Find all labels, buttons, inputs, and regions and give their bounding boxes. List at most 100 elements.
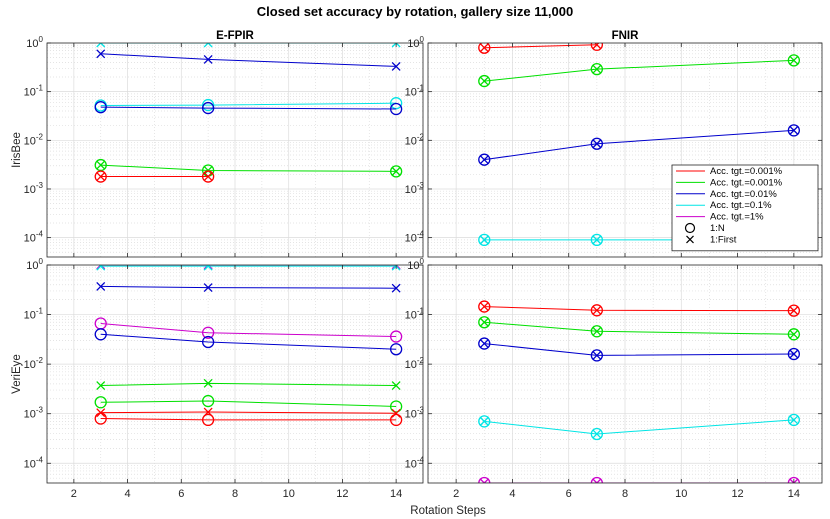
data-point-circle <box>94 412 107 425</box>
data-point-cross <box>96 172 106 182</box>
data-point-cross <box>479 155 489 165</box>
data-point-circle <box>478 300 491 313</box>
legend: Acc. tgt.=0.001%Acc. tgt.=0.001%Acc. tgt… <box>671 164 819 252</box>
data-point-cross <box>592 43 602 50</box>
series-line <box>100 400 397 407</box>
data-point-cross <box>203 54 213 64</box>
data-point-cross <box>592 429 602 439</box>
data-point-cross <box>592 64 602 74</box>
y-tick-label: 10-2 <box>24 356 44 371</box>
data-point-circle <box>389 343 403 356</box>
row-label: IrisBee <box>11 132 23 168</box>
data-point-cross <box>789 55 799 65</box>
data-point-circle <box>201 413 215 427</box>
data-point-cross <box>96 43 106 48</box>
x-tick-label: 4 <box>125 488 131 500</box>
data-point-circle <box>590 137 604 150</box>
x-axis-label: Rotation Steps <box>410 505 486 517</box>
data-point-circle <box>590 43 604 51</box>
data-point-cross <box>391 283 401 293</box>
legend-box <box>671 164 819 252</box>
data-point-cross <box>391 381 401 391</box>
data-point-circle <box>201 335 215 349</box>
data-point-cross <box>592 478 602 483</box>
data-point-cross <box>479 235 489 245</box>
data-point-cross <box>789 349 799 359</box>
x-tick-label: 2 <box>71 488 77 500</box>
data-point-cross <box>96 265 106 270</box>
y-tick-label: 10-3 <box>24 406 44 421</box>
series-line <box>100 106 397 110</box>
data-point-circle <box>478 74 491 88</box>
data-point-cross <box>592 326 602 336</box>
data-point-circle <box>478 415 491 428</box>
x-tick-label: 8 <box>622 488 628 500</box>
data-point-circle <box>478 233 491 247</box>
data-point-circle <box>478 337 491 350</box>
data-point-circle <box>787 54 801 67</box>
grid <box>428 265 822 483</box>
data-point-circle <box>590 349 604 362</box>
data-point-cross <box>391 43 401 48</box>
legend-label: Acc. tgt.=0.001% <box>710 177 783 188</box>
y-tick-label: 10-4 <box>24 230 44 245</box>
data-point-cross <box>789 125 799 135</box>
data-point-circle <box>478 316 491 329</box>
data-point-circle <box>478 153 491 166</box>
legend-label: Acc. tgt.=0.01% <box>710 189 777 200</box>
grid <box>47 43 423 257</box>
column-title: E-FPIR <box>216 30 254 42</box>
panels-layer: 10010-110-210-310-4E-FPIRIrisBee10010-11… <box>11 30 823 500</box>
row-label: VeriEye <box>11 354 23 394</box>
data-point-cross <box>96 160 106 170</box>
data-point-cross <box>479 43 489 53</box>
x-tick-label: 12 <box>731 488 743 500</box>
data-point-circle <box>389 413 403 427</box>
data-point-cross <box>479 302 489 312</box>
legend-marker-label: 1:N <box>710 223 725 234</box>
y-tick-label: 100 <box>26 257 43 272</box>
data-point-circle <box>478 43 491 54</box>
x-tick-label: 14 <box>788 488 800 500</box>
y-tick-label: 10-3 <box>405 406 425 421</box>
data-point-cross <box>789 306 799 316</box>
legend-label: Acc. tgt.=0.001% <box>710 166 783 177</box>
grid <box>47 265 423 483</box>
data-point-circle <box>94 396 107 409</box>
series-group <box>94 265 403 427</box>
data-point-cross <box>479 317 489 327</box>
y-tick-label: 10-4 <box>405 455 425 470</box>
data-point-cross <box>592 139 602 149</box>
data-point-cross <box>479 416 489 426</box>
data-point-circle <box>787 124 801 137</box>
data-point-cross <box>592 305 602 315</box>
data-point-cross <box>203 265 213 271</box>
y-tick-label: 100 <box>407 35 424 50</box>
data-point-circle <box>201 170 215 183</box>
data-point-cross <box>203 43 213 48</box>
data-point-cross <box>789 478 799 483</box>
x-tick-label: 10 <box>675 488 687 500</box>
data-point-cross <box>479 76 489 86</box>
data-point-cross <box>203 172 213 182</box>
y-tick-label: 10-1 <box>24 84 44 99</box>
panel-0: 100 10-1 10-2 10-3 10-4 E-FPIR IrisBee <box>11 30 424 258</box>
x-tick-label: 2 <box>453 488 459 500</box>
y-tick-label: 10-2 <box>405 356 425 371</box>
ticks <box>47 264 423 483</box>
series-line <box>100 418 397 421</box>
data-point-cross <box>479 339 489 349</box>
legend-marker-cross <box>686 235 694 244</box>
data-point-circle <box>389 102 403 116</box>
data-point-cross <box>789 415 799 425</box>
legend-marker-circle <box>684 222 696 234</box>
data-point-cross <box>479 478 489 483</box>
data-point-circle <box>389 165 403 178</box>
series-line <box>484 44 597 49</box>
series-group <box>478 300 801 483</box>
data-point-circle <box>94 101 107 114</box>
data-point-cross <box>96 381 106 391</box>
data-point-cross <box>391 61 401 71</box>
data-point-cross <box>391 166 401 176</box>
